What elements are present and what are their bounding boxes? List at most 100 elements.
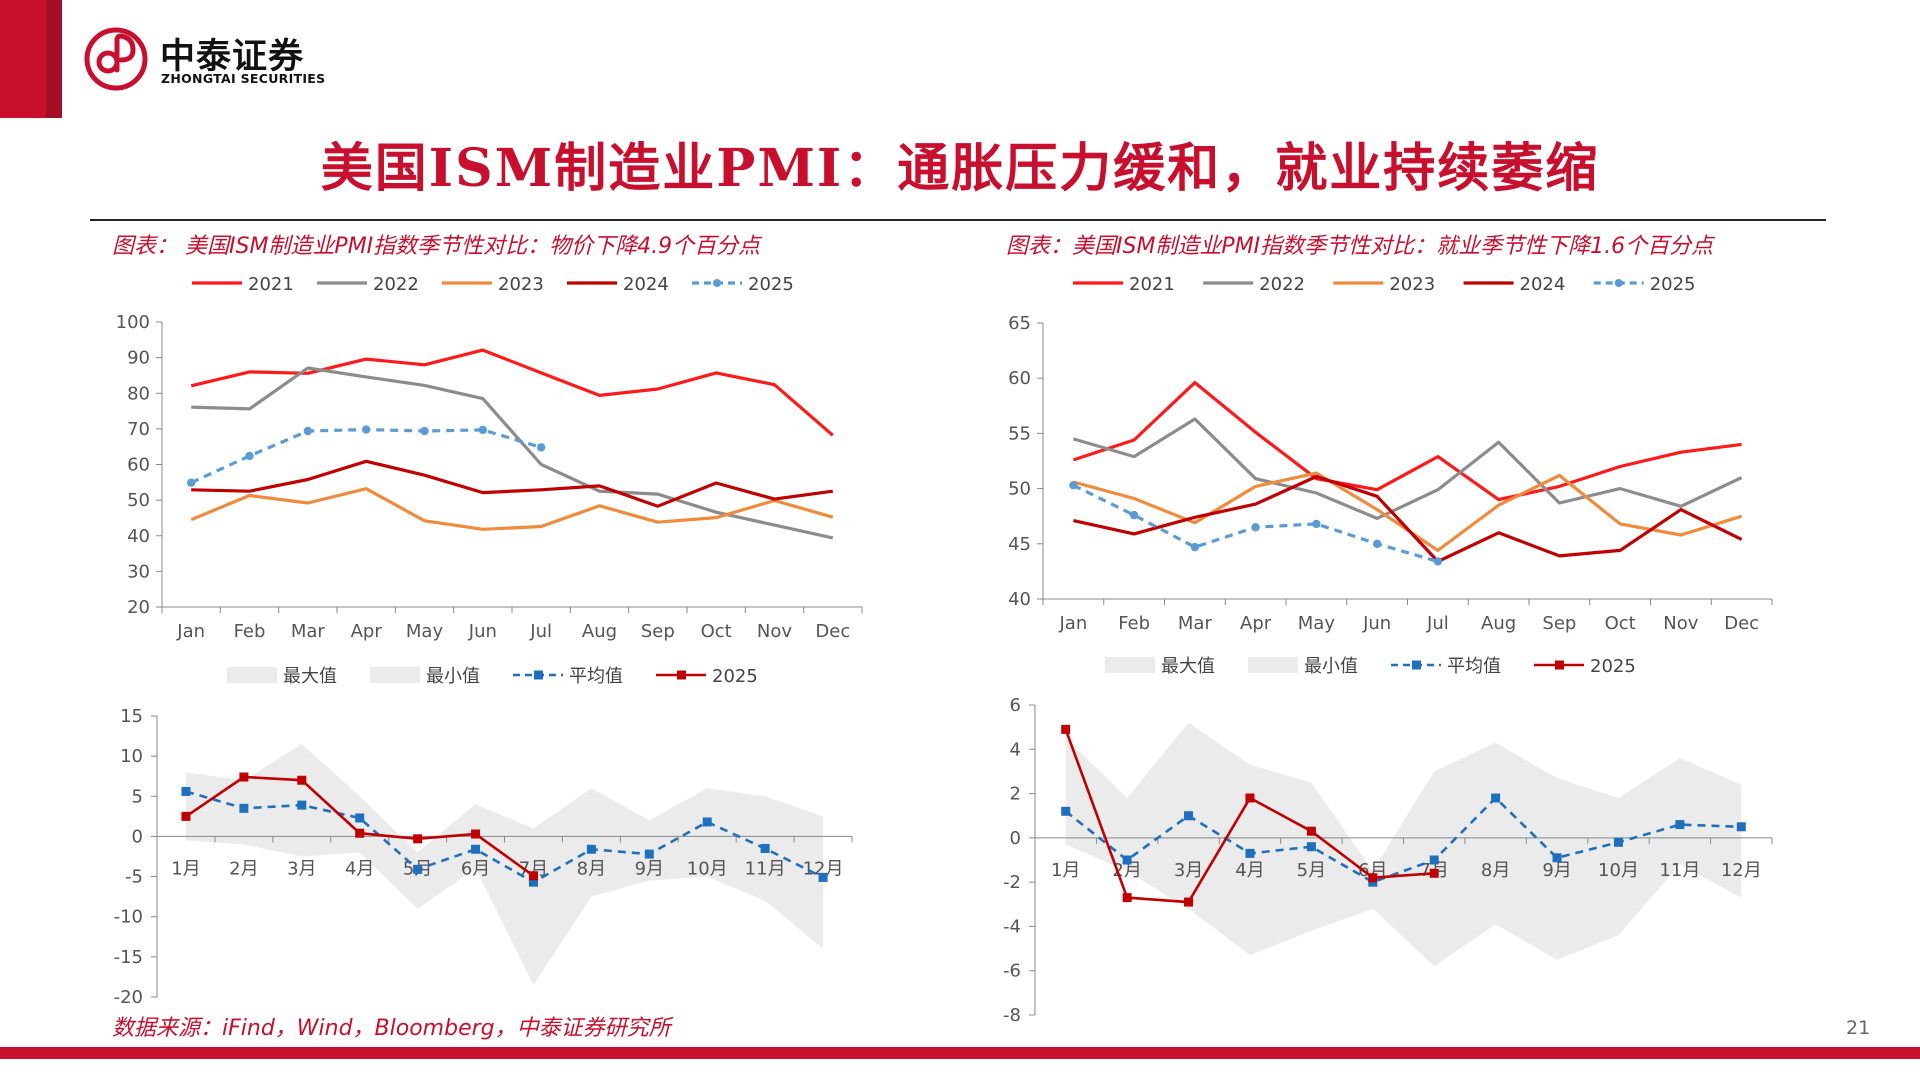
x-tick-label: 8月 bbox=[577, 858, 606, 879]
legend-item-2022: 2022 bbox=[1203, 274, 1305, 295]
y-tick-label: 70 bbox=[127, 419, 150, 440]
x-tick-label: 10月 bbox=[1598, 860, 1639, 881]
legend-item-2025: 2025 bbox=[1593, 274, 1696, 295]
legend-item-2022: 2022 bbox=[317, 274, 419, 295]
average-point bbox=[1429, 855, 1439, 865]
legend-item-2024: 2024 bbox=[1463, 274, 1566, 295]
average-point bbox=[1122, 855, 1132, 865]
average-point bbox=[355, 813, 365, 823]
legend-label: 2023 bbox=[1389, 274, 1435, 295]
legend-label: 2024 bbox=[1520, 274, 1566, 295]
point-2025 bbox=[361, 425, 371, 434]
point-2025 bbox=[186, 478, 196, 487]
x-tick-label: 6月 bbox=[461, 858, 490, 879]
current-year-point bbox=[181, 811, 191, 821]
x-tick-label: 11月 bbox=[1659, 860, 1700, 881]
y-tick-label: 6 bbox=[1010, 695, 1021, 716]
series-line-2025 bbox=[190, 428, 542, 485]
average-point bbox=[1613, 837, 1623, 847]
average-point bbox=[818, 872, 828, 882]
average-point bbox=[528, 877, 538, 887]
legend-label: 2022 bbox=[373, 274, 419, 295]
legend-label: 2021 bbox=[248, 274, 294, 295]
legend-label: 2023 bbox=[498, 274, 544, 295]
x-tick-label: 9月 bbox=[635, 858, 664, 879]
y-tick-label: -15 bbox=[114, 947, 143, 968]
legend-item-2023: 2023 bbox=[442, 274, 544, 295]
average-point bbox=[1245, 848, 1255, 858]
legend-item-0: 最大值 bbox=[1105, 656, 1215, 677]
legend-item-1: 最小值 bbox=[370, 666, 480, 687]
diff-chart-right: 6420-2-4-6-81月2月3月4月5月6月7月8月9月10月11月12月最… bbox=[1003, 656, 1773, 1026]
zhongtai-logo-icon bbox=[84, 27, 148, 91]
x-tick-label: Jul bbox=[529, 621, 552, 642]
title-divider bbox=[90, 219, 1826, 221]
x-tick-label: Oct bbox=[1605, 613, 1636, 634]
y-tick-label: 0 bbox=[1010, 828, 1021, 849]
y-tick-label: 10 bbox=[120, 746, 143, 767]
current-year-point bbox=[1306, 826, 1316, 836]
y-tick-label: 30 bbox=[127, 561, 150, 582]
average-point bbox=[413, 864, 423, 874]
x-tick-label: Aug bbox=[1481, 613, 1516, 634]
chart-caption-left: 图表： 美国ISM制造业PMI指数季节性对比：物价下降4.9个百分点 bbox=[112, 234, 761, 259]
range-band bbox=[186, 744, 823, 985]
y-tick-label: 60 bbox=[1008, 368, 1031, 389]
current-year-point bbox=[239, 772, 249, 782]
series-line-2023 bbox=[190, 487, 834, 531]
x-tick-label: 9月 bbox=[1542, 860, 1571, 881]
x-tick-label: 7月 bbox=[519, 858, 548, 879]
year-chart-left: 20 30 40 50 60 70 80 90 100 Jan Feb Mar Apr May Jun Jul… bbox=[116, 274, 863, 642]
y-tick-label: -10 bbox=[114, 907, 143, 928]
average-point bbox=[1675, 820, 1685, 830]
x-tick-label: 3月 bbox=[1174, 860, 1203, 881]
series-line-2023 bbox=[1072, 471, 1743, 552]
legend-label: 最小值 bbox=[1304, 656, 1358, 677]
average-point bbox=[1306, 842, 1316, 852]
point-2025 bbox=[478, 425, 488, 435]
series-line-2024 bbox=[1073, 474, 1743, 564]
x-tick-label: 3月 bbox=[287, 858, 316, 879]
current-year-point bbox=[413, 834, 423, 844]
y-tick-label: 45 bbox=[1008, 534, 1031, 555]
diff-chart-left: 151050-5-10-15-201月2月3月4月5月6月7月8月9月10月11… bbox=[114, 666, 853, 1008]
y-tick-label: -5 bbox=[125, 867, 143, 888]
legend-item-2: 平均值 bbox=[513, 666, 623, 687]
y-tick-label: 55 bbox=[1008, 423, 1031, 444]
average-point bbox=[702, 817, 712, 827]
x-tick-label: 1月 bbox=[171, 858, 200, 879]
legend-swatch bbox=[227, 667, 277, 683]
current-year-point bbox=[297, 775, 307, 785]
legend-item-3: 2025 bbox=[1534, 656, 1636, 677]
legend-label: 2021 bbox=[1129, 274, 1175, 295]
point-2025 bbox=[1069, 481, 1078, 490]
point-2025 bbox=[303, 426, 313, 436]
legend-marker bbox=[534, 670, 543, 680]
x-tick-label: May bbox=[406, 621, 444, 642]
legend-label: 2025 bbox=[712, 666, 758, 687]
x-tick-label: May bbox=[1298, 613, 1336, 634]
x-tick-label: Jun bbox=[1362, 613, 1391, 634]
legend-label: 2025 bbox=[748, 274, 794, 295]
legend-label: 2024 bbox=[623, 274, 669, 295]
current-year-point bbox=[355, 828, 365, 838]
y-tick-label: -4 bbox=[1003, 916, 1021, 937]
current-year-point bbox=[1061, 724, 1071, 734]
y-tick-label: 40 bbox=[1008, 589, 1031, 610]
legend-swatch bbox=[370, 667, 420, 683]
current-year-point bbox=[528, 871, 538, 881]
legend-marker bbox=[1412, 660, 1421, 670]
legend-label: 2025 bbox=[1650, 274, 1696, 295]
average-point bbox=[239, 803, 249, 813]
legend-item-2024: 2024 bbox=[567, 274, 669, 295]
legend-marker bbox=[677, 670, 686, 680]
y-tick-label: 15 bbox=[120, 706, 143, 727]
x-tick-label: Mar bbox=[291, 621, 326, 642]
series-line-2021 bbox=[190, 348, 834, 437]
x-tick-label: Mar bbox=[1178, 613, 1213, 634]
x-tick-label: Jan bbox=[1059, 613, 1088, 634]
x-tick-label: 2月 bbox=[229, 858, 258, 879]
average-point bbox=[471, 844, 481, 854]
y-tick-label: 4 bbox=[1010, 739, 1021, 760]
